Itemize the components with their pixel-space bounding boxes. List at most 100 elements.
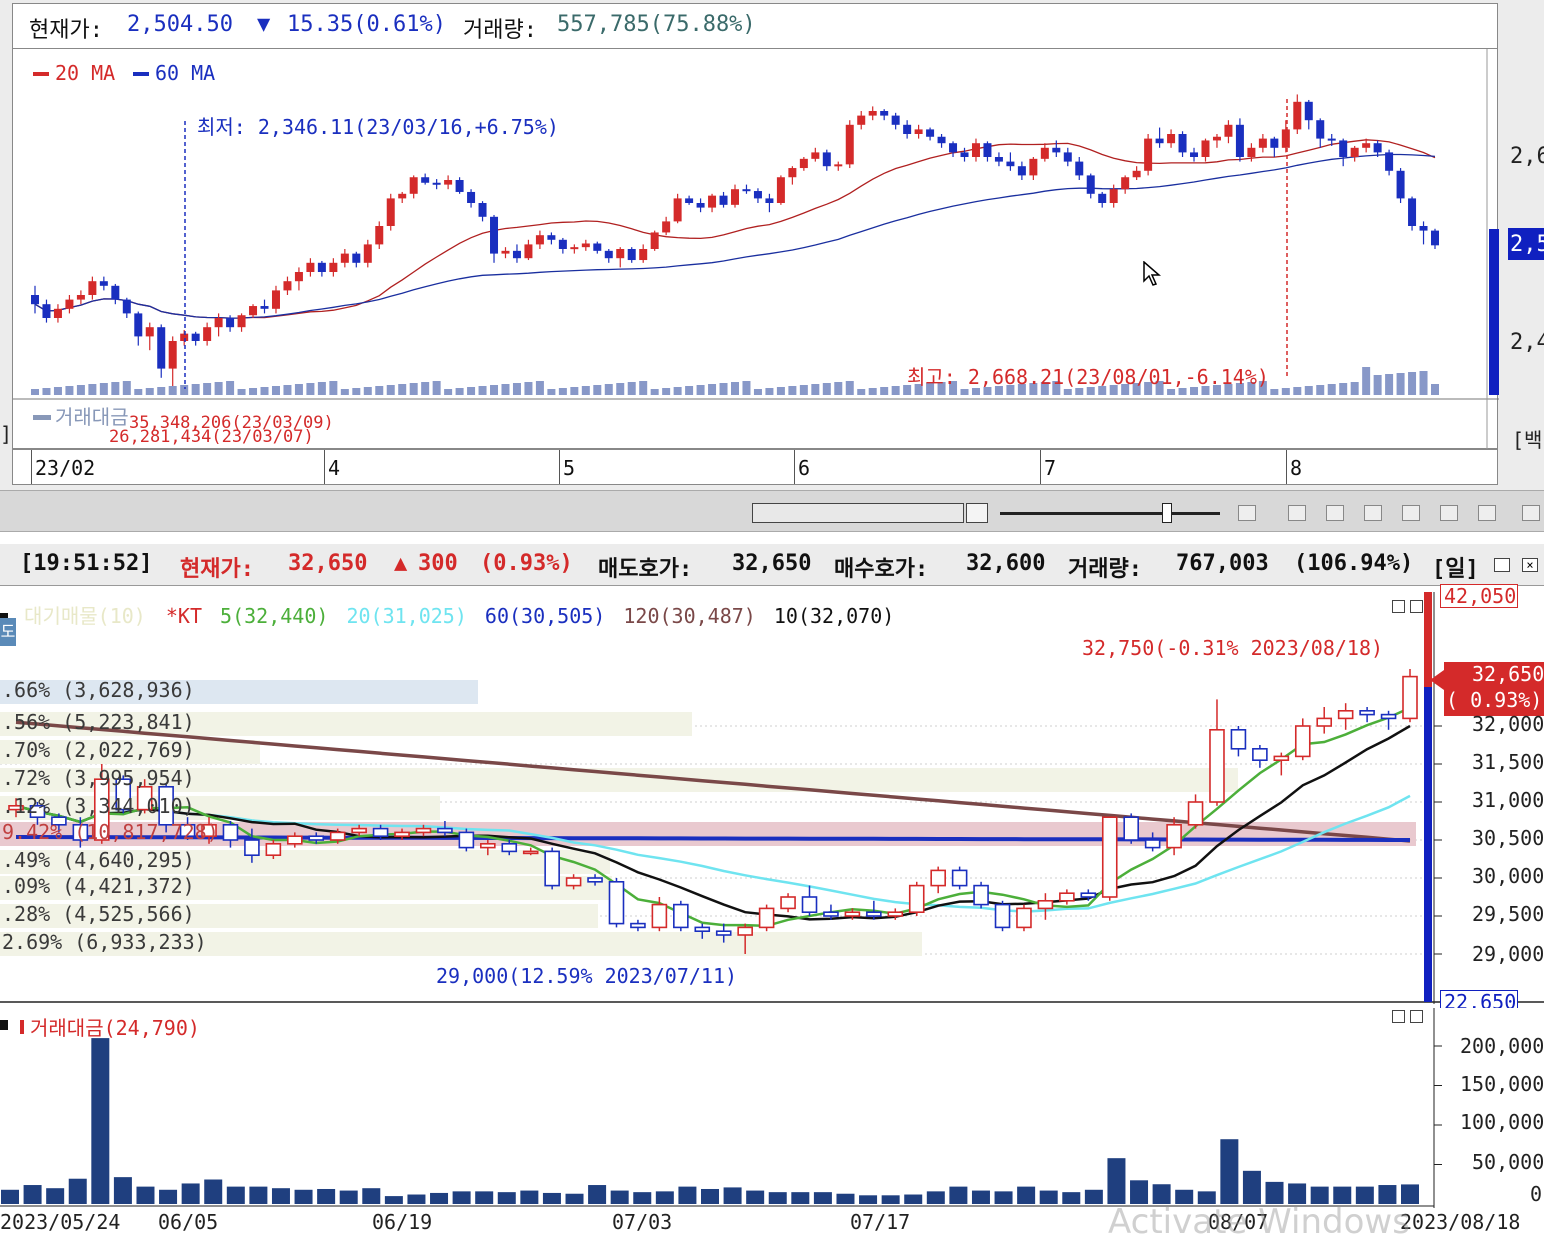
zoom-slider-handle[interactable] [1162, 503, 1172, 523]
index-candle [1270, 138, 1279, 148]
index-volume-bar [340, 389, 349, 395]
index-volume-bar [776, 387, 785, 395]
index-candle [1178, 134, 1187, 153]
restore-window-icon[interactable] [1494, 558, 1510, 572]
index-volume-bar [639, 381, 648, 395]
period-selector[interactable]: [일] [1432, 557, 1479, 582]
supply-label: .12% (3,344,010) [2, 794, 195, 818]
stock-candle [115, 778, 132, 811]
scroll-bar[interactable] [752, 503, 964, 523]
legend-ma5[interactable]: 5(32,440) [220, 604, 329, 628]
volume-bar [113, 1177, 132, 1204]
index-candle [753, 191, 762, 199]
index-candle [960, 152, 969, 157]
panel-maximize-icon[interactable] [1392, 600, 1405, 613]
index-volume-bar [168, 386, 177, 395]
index-volume-bar [822, 383, 831, 395]
stock-candle [1037, 899, 1054, 910]
stock-x-label: 07/17 [850, 1210, 911, 1234]
index-volume-bar [1373, 375, 1382, 395]
supply-bar [0, 904, 598, 928]
index-candle [845, 124, 854, 165]
stock-candle [286, 835, 303, 845]
stock-y-label: 30,000 [1472, 864, 1544, 888]
index-candle [639, 249, 648, 261]
index-x-label: 5 [563, 456, 576, 480]
volume-close-icon[interactable] [1410, 1010, 1423, 1023]
magnifier-icon[interactable] [1478, 505, 1496, 521]
index-volume-bar [1419, 371, 1428, 395]
stock-candle [866, 911, 882, 917]
index-chart-area[interactable]: 20 MA 60 MA 최저: 2,346.11(23/03/16,+6.75%… [12, 49, 1499, 449]
volume-bar [339, 1190, 358, 1204]
legend-ma10[interactable]: 10(32,070) [773, 604, 895, 628]
index-candle [1235, 124, 1244, 157]
chart-toolbar [0, 490, 1544, 532]
index-y-unit: [백 [1512, 428, 1543, 452]
legend-ma60[interactable]: 60(30,505) [484, 604, 606, 628]
panel-close-icon[interactable] [1410, 600, 1423, 613]
volume-bar [904, 1194, 923, 1204]
search-zoom-icon[interactable] [1238, 505, 1256, 521]
tool-button-1-icon[interactable] [1288, 505, 1306, 521]
index-candle [226, 318, 235, 328]
index-ma20-line [34, 139, 1436, 319]
stock-candle [758, 907, 775, 929]
index-volume-bar [1178, 388, 1187, 395]
chart-option-button[interactable]: 도 [0, 618, 16, 646]
stock-change: 300 [418, 551, 458, 576]
stock-candle [329, 831, 346, 841]
legend-supply[interactable]: 대기매물(10) [24, 604, 146, 628]
stock-candle [565, 877, 582, 887]
volume-bar [23, 1185, 42, 1204]
stock-x-label: 06/05 [158, 1210, 219, 1234]
index-volume-bar [708, 384, 717, 395]
index-volume-bar [753, 389, 762, 395]
index-candle [673, 198, 682, 222]
index-candle [742, 189, 751, 192]
volume-bar [746, 1190, 765, 1204]
index-volume-bar [868, 388, 877, 395]
monitor-icon[interactable] [1522, 505, 1540, 521]
bid-label: 매수호가: [834, 557, 929, 582]
volume-bar [1378, 1185, 1397, 1204]
stock-candle [737, 926, 753, 936]
zoom-slider-track[interactable] [1000, 512, 1220, 515]
tool-button-3-icon[interactable] [1364, 505, 1382, 521]
crosshair-icon[interactable] [1440, 505, 1458, 521]
volume-bar [317, 1188, 336, 1204]
index-candle [386, 198, 395, 226]
index-volume-bar [375, 386, 384, 395]
stock-chart-area[interactable]: 대기매물(10) *KT 5(32,440) 20(31,025) 60(30,… [0, 584, 1544, 1014]
scroll-thumb[interactable] [966, 503, 988, 523]
index-volume-bar [260, 387, 269, 395]
tool-button-2-icon[interactable] [1326, 505, 1344, 521]
index-volume-legend-swatch [33, 415, 51, 420]
legend-ma120[interactable]: 120(30,487) [623, 604, 756, 628]
index-volume-bar [1224, 384, 1233, 395]
volume-bar [588, 1185, 607, 1204]
stock-candle [8, 805, 24, 811]
settings-gear-icon[interactable] [1402, 505, 1420, 521]
stock-volume-value: 767,003 [1176, 551, 1269, 576]
volume-bar [701, 1188, 719, 1204]
index-candle [1281, 129, 1290, 148]
volume-maximize-icon[interactable] [1392, 1010, 1405, 1023]
index-volume-bar [1270, 389, 1279, 395]
legend-ma20[interactable]: 20(31,025) [346, 604, 467, 628]
legend-kt[interactable]: *KT [165, 604, 202, 628]
stock-candle [136, 786, 153, 811]
index-candle [799, 158, 808, 169]
index-candle [1212, 136, 1221, 141]
volume-bar [1197, 1191, 1216, 1204]
index-candle-chart [13, 49, 1499, 449]
index-candle [1293, 101, 1302, 130]
stock-candle [308, 835, 325, 841]
index-candle [294, 272, 303, 282]
close-window-icon[interactable]: × [1522, 558, 1538, 572]
index-header-bar: 현재가: 2,504.50 ▼ 15.35(0.61%) 거래량: 557,78… [12, 3, 1498, 49]
stock-candle [372, 827, 389, 838]
volume-bar [1017, 1186, 1036, 1204]
index-candle [1431, 230, 1439, 246]
stock-candle [1294, 725, 1311, 758]
